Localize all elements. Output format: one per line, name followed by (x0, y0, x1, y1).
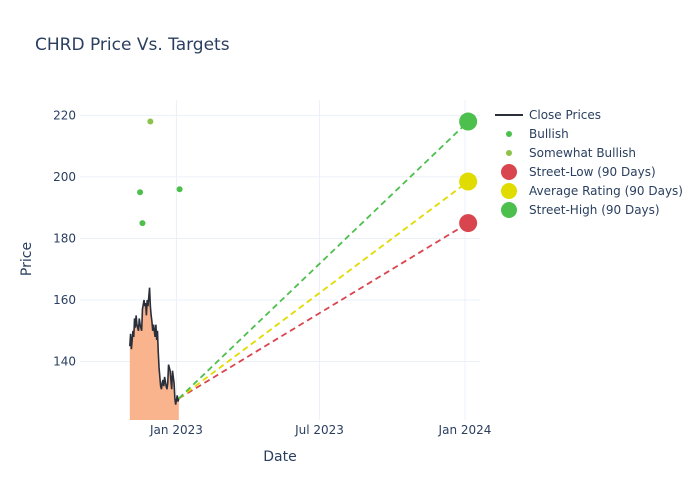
legend-swatch (506, 131, 512, 137)
close-price-line (129, 287, 180, 405)
legend-label: Close Prices (529, 108, 601, 122)
legend-label: Somewhat Bullish (529, 146, 636, 160)
y-axis-ticks: 140 160 180 200 220 (53, 108, 76, 368)
legend-label: Street-Low (90 Days) (529, 165, 656, 179)
legend-label: Average Rating (90 Days) (529, 184, 683, 198)
target-marker (459, 214, 478, 233)
price-area-group (129, 287, 180, 420)
y-tick-label: 160 (53, 293, 76, 307)
target-lines-group (178, 120, 469, 400)
y-tick-label: 180 (53, 231, 76, 245)
target-line (178, 120, 469, 400)
rating-point (147, 118, 154, 125)
rating-point (139, 220, 146, 227)
target-line (178, 180, 469, 400)
y-tick-label: 220 (53, 108, 76, 122)
x-axis-title: Date (263, 449, 296, 465)
rating-point (176, 186, 183, 193)
chart-title: CHRD Price Vs. Targets (35, 35, 230, 55)
legend-swatch (506, 150, 512, 156)
x-tick-label: Jan 2024 (438, 423, 492, 437)
legend-label: Bullish (529, 127, 569, 141)
target-marker (459, 172, 478, 191)
target-marker (459, 112, 478, 131)
y-axis-title: Price (19, 242, 35, 276)
legend: Close Prices Bullish Somewhat Bullish Stree… (495, 108, 683, 218)
rating-points-group (137, 118, 183, 227)
rating-point (137, 189, 144, 196)
x-tick-label: Jul 2023 (294, 423, 344, 437)
x-axis-ticks: Jan 2023 Jul 2023 Jan 2024 (149, 423, 491, 437)
target-line (178, 222, 469, 400)
legend-swatch (501, 164, 517, 180)
close-price-area (129, 287, 179, 420)
legend-label: Street-High (90 Days) (529, 203, 660, 217)
target-markers-group (459, 112, 478, 233)
legend-swatch (501, 183, 517, 199)
x-tick-label: Jan 2023 (149, 423, 203, 437)
y-tick-label: 200 (53, 170, 76, 184)
y-tick-label: 140 (53, 355, 76, 369)
legend-swatch (501, 202, 517, 218)
